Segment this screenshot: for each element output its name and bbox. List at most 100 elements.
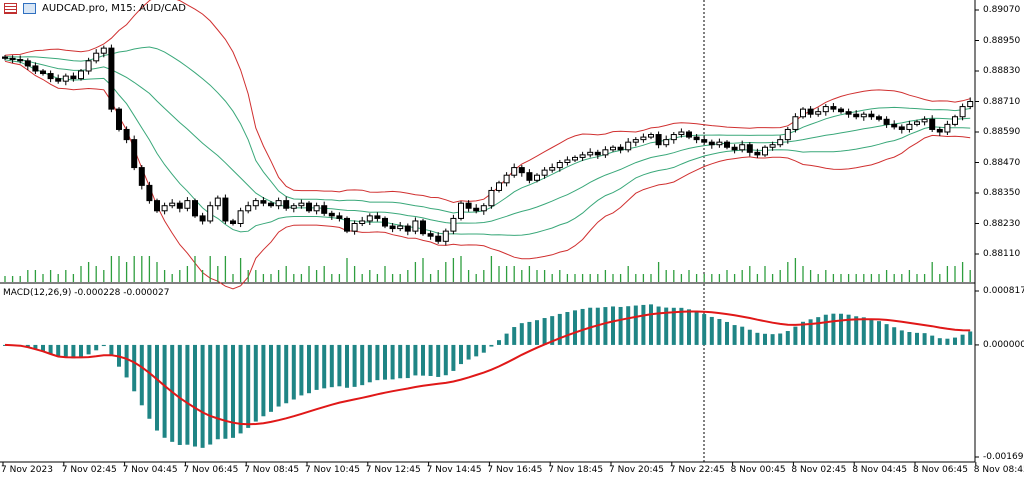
macd-histogram-bar (41, 344, 45, 352)
time-axis-label: 7 Nov 22:45 (669, 465, 725, 475)
bullish-candle (967, 101, 974, 108)
bullish-candle (959, 106, 966, 118)
bearish-candle (321, 205, 328, 214)
bearish-candle (526, 172, 533, 181)
bearish-candle (754, 151, 761, 156)
macd-histogram-bar (466, 344, 471, 360)
bollinger-middle (4, 57, 971, 224)
macd-histogram-bar (801, 321, 805, 345)
macd-histogram-bar (307, 344, 311, 394)
macd-histogram-bar (930, 335, 935, 345)
macd-histogram-bar (261, 344, 266, 417)
bearish-candle (891, 123, 898, 128)
bearish-candle (420, 220, 426, 235)
bearish-candle (9, 57, 16, 61)
macd-histogram-bar (755, 332, 760, 345)
bullish-candle (480, 205, 487, 212)
bearish-candle (883, 118, 890, 125)
bullish-candle (739, 144, 746, 151)
macd-histogram-bar (702, 314, 707, 345)
macd-histogram-bar (299, 344, 304, 396)
bearish-candle (708, 141, 715, 146)
bullish-candle (678, 131, 685, 136)
macd-histogram-bar (884, 324, 889, 345)
macd-histogram-bar (367, 344, 372, 383)
bearish-candle (845, 111, 852, 115)
bullish-candle (313, 205, 320, 212)
macd-histogram-bar (649, 304, 653, 345)
symbol-icon[interactable] (23, 3, 36, 14)
macd-histogram-bar (892, 327, 897, 345)
bearish-candle (807, 108, 814, 115)
macd-histogram-bar (671, 307, 676, 345)
macd-histogram-bar (185, 344, 190, 445)
macd-histogram-bar (124, 344, 129, 378)
bearish-candle (40, 70, 46, 75)
bullish-candle (564, 159, 571, 163)
macd-histogram-bar (459, 344, 463, 365)
bearish-candle (70, 75, 77, 80)
macd-histogram-bar (618, 306, 623, 345)
bullish-candle (640, 136, 647, 141)
macd-histogram-bar (808, 319, 813, 345)
envelope-upper (5, 46, 971, 214)
macd-histogram-bar (132, 344, 137, 392)
macd-histogram-bar (360, 344, 365, 386)
macd-histogram-bar (550, 316, 555, 345)
bullish-candle (632, 139, 639, 143)
bearish-candle (374, 215, 381, 219)
bullish-candle (792, 116, 799, 130)
macd-histogram-bar (481, 344, 486, 353)
macd-histogram-bar (633, 305, 638, 345)
bullish-candle (93, 52, 100, 62)
macd-histogram-bar (291, 344, 296, 400)
bullish-candle (237, 210, 244, 225)
macd-histogram-bar (785, 331, 790, 345)
macd-histogram-bar (101, 344, 106, 347)
macd-histogram-bar (542, 318, 547, 345)
macd-histogram-bar (497, 340, 501, 345)
macd-histogram-bar (33, 344, 38, 350)
bullish-candle (670, 134, 677, 141)
price-axis-label: 0.88470 (983, 157, 1021, 168)
bullish-candle (214, 197, 221, 207)
macd-histogram-bar (276, 344, 281, 407)
envelope-lower (4, 59, 971, 236)
bullish-candle (906, 123, 913, 130)
chart-list-icon[interactable] (4, 3, 17, 14)
macd-histogram-bar (831, 313, 836, 345)
price-axis-label: 0.88350 (983, 188, 1021, 198)
bullish-candle (534, 174, 540, 181)
macd-histogram-bar (352, 344, 357, 387)
macd-histogram-bar (747, 329, 752, 345)
bullish-candle (450, 217, 457, 232)
bullish-candle (663, 139, 670, 146)
bullish-candle (245, 205, 252, 212)
price-axis-label: 0.88830 (983, 66, 1021, 76)
macd-axis-label: -0.001698 (983, 452, 1024, 462)
bullish-candle (488, 189, 495, 207)
bearish-candle (853, 113, 860, 118)
price-axis-label: 0.88590 (983, 127, 1021, 137)
macd-histogram-bar (284, 344, 289, 404)
time-axis-label: 7 Nov 08:45 (244, 465, 300, 475)
bearish-candle (32, 65, 39, 72)
bullish-candle (359, 220, 366, 224)
macd-signal-line (4, 310, 971, 426)
bullish-candle (496, 182, 502, 191)
bullish-candle (161, 205, 168, 212)
bullish-candle (458, 202, 464, 219)
bearish-candle (24, 60, 31, 67)
time-axis-label: 7 Nov 20:45 (609, 465, 664, 475)
bearish-candle (176, 202, 183, 209)
bearish-candle (230, 220, 236, 224)
macd-histogram-bar (527, 321, 532, 345)
bullish-candle (252, 200, 259, 207)
bullish-candle (503, 174, 510, 184)
macd-histogram-bar (869, 319, 874, 345)
macd-histogram-bar (200, 344, 205, 448)
bullish-candle (800, 108, 806, 118)
bullish-candle (412, 220, 419, 232)
bullish-candle (921, 118, 928, 123)
